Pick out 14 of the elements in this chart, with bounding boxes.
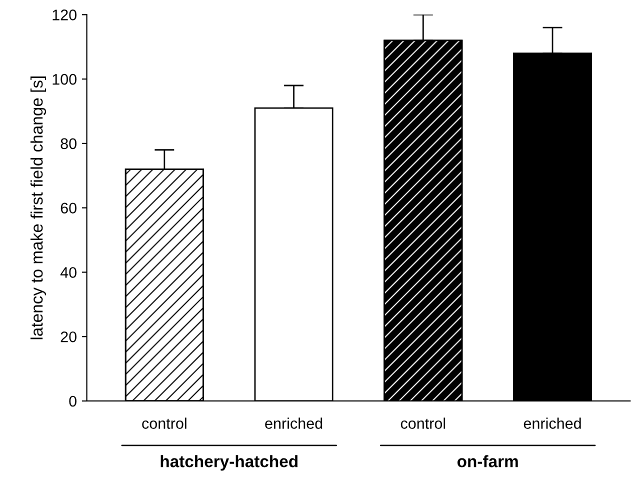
- x-tick-label: control: [400, 418, 446, 429]
- text: on-farm: [457, 455, 518, 468]
- y-axis-title: latency to make first field change [s]: [30, 76, 46, 340]
- y-tick-label: 100: [52, 74, 76, 85]
- y-tick-label: 20: [60, 331, 76, 342]
- x-tick-label: control: [142, 418, 186, 429]
- x-tick-label: enriched: [265, 418, 322, 429]
- x-tick-label: enriched: [524, 418, 581, 429]
- text: hatchery-hatched: [160, 455, 298, 471]
- y-tick-label: 40: [60, 267, 76, 278]
- y-tick-label: 80: [60, 138, 76, 150]
- y-tick-label: 120: [52, 10, 76, 20]
- y-tick-label: 60: [60, 202, 76, 214]
- y-tick-label: 0: [69, 396, 76, 407]
